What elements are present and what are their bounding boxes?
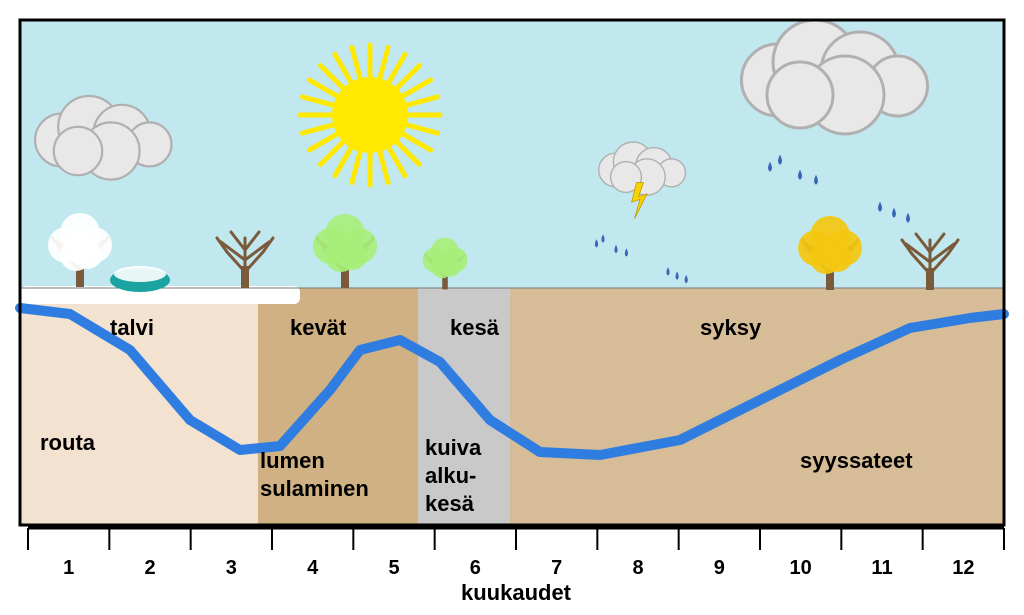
label-alku: alku-: [425, 463, 476, 488]
month-4: 4: [307, 557, 319, 579]
month-6: 6: [470, 557, 481, 579]
axis-label: kuukaudet: [461, 580, 572, 605]
label-sulaminen: sulaminen: [260, 476, 369, 501]
month-10: 10: [790, 557, 812, 579]
label-syyssateet: syyssateet: [800, 448, 913, 473]
label-talvi: talvi: [110, 315, 154, 340]
month-8: 8: [632, 557, 643, 579]
month-5: 5: [388, 557, 399, 579]
month-3: 3: [226, 557, 237, 579]
month-7: 7: [551, 557, 562, 579]
label-lumen: lumen: [260, 448, 325, 473]
sun-icon: [332, 77, 408, 153]
month-11: 11: [871, 557, 892, 579]
month-9: 9: [714, 557, 725, 579]
label-routa: routa: [40, 430, 96, 455]
month-1: 1: [63, 557, 74, 579]
label-kesa: kesä: [450, 315, 500, 340]
label-syksy: syksy: [700, 315, 762, 340]
label-kevat: kevät: [290, 315, 347, 340]
month-2: 2: [144, 557, 155, 579]
bush-snow: [114, 266, 166, 282]
month-12: 12: [952, 557, 974, 579]
label-kuiva: kuiva: [425, 435, 482, 460]
label-kesa2: kesä: [425, 491, 475, 516]
